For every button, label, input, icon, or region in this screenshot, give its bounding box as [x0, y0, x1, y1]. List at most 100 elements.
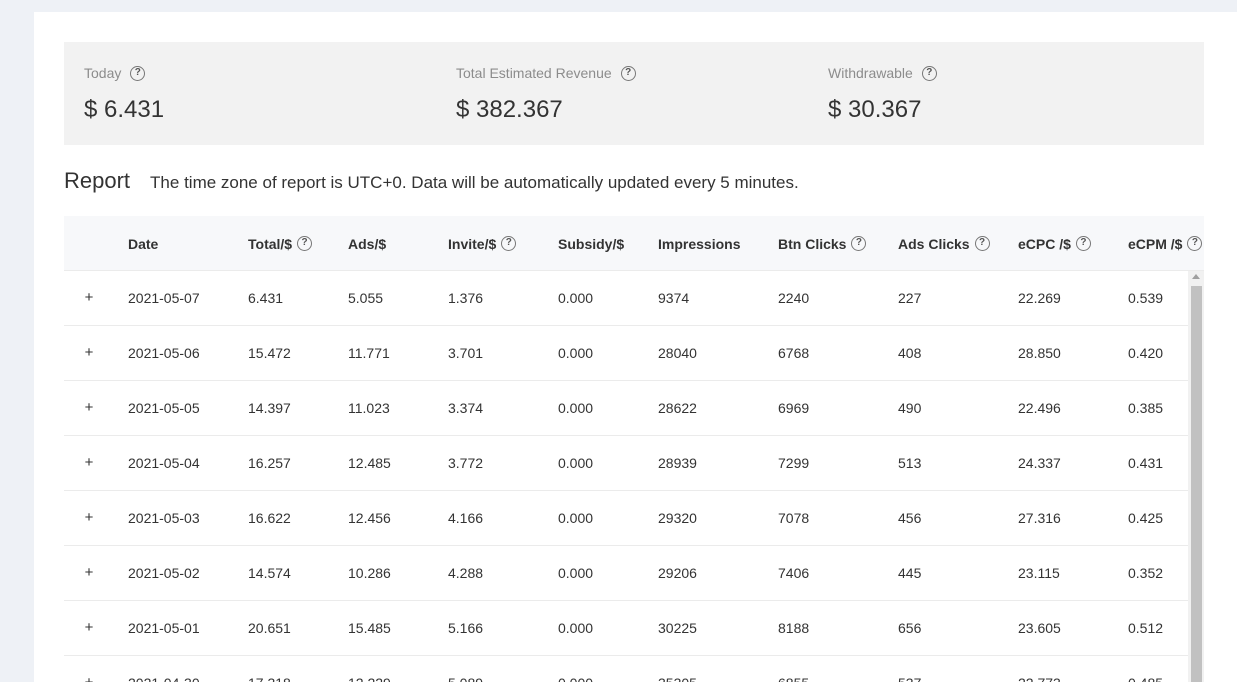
- help-icon[interactable]: ?: [501, 236, 517, 251]
- cell-impressions: 35305: [658, 656, 697, 682]
- cell-invite: 1.376: [448, 290, 484, 306]
- cell-ecpc: 23.605: [1018, 620, 1061, 636]
- cell-ecpm: 0.425: [1128, 510, 1164, 526]
- cell-date: 2021-05-06: [128, 345, 200, 361]
- column-header-impressions: Impressions: [658, 216, 740, 271]
- stat-label: Withdrawable: [828, 65, 913, 81]
- column-header-label: Invite/$: [448, 235, 497, 252]
- cell-ecpm: 0.420: [1128, 345, 1164, 361]
- cell-ecpm: 0.539: [1128, 290, 1164, 306]
- stat-value: $ 30.367: [828, 96, 922, 123]
- help-icon[interactable]: ?: [130, 65, 146, 81]
- cell-btn-clicks: 2240: [778, 290, 810, 306]
- help-icon[interactable]: ?: [1187, 236, 1203, 251]
- cell-ecpc: 28.850: [1018, 345, 1061, 361]
- help-icon[interactable]: ?: [1075, 236, 1091, 251]
- table-row[interactable]: +2021-05-06 15.472 11.771 3.701 0.000 28040 67…: [64, 326, 1188, 381]
- cell-subsidy: 0.000: [558, 656, 593, 682]
- expand-row-plus-icon[interactable]: +: [84, 619, 94, 636]
- cell-date: 2021-05-05: [128, 400, 200, 416]
- column-header-label: Ads/$: [348, 235, 387, 252]
- cell-btn-clicks: 8188: [778, 620, 810, 636]
- cell-subsidy: 0.000: [558, 510, 594, 526]
- stat-withdrawable: Withdrawable ? $ 30.367: [828, 64, 937, 124]
- cell-btn-clicks: 7078: [778, 510, 810, 526]
- column-header-btn-clicks: Btn Clicks?: [778, 216, 867, 271]
- cell-total: 16.622: [248, 510, 291, 526]
- cell-ads-clicks: 490: [898, 400, 922, 416]
- help-icon[interactable]: ?: [620, 65, 636, 81]
- table-row[interactable]: +2021-05-03 16.622 12.456 4.166 0.000 29320 70…: [64, 491, 1188, 546]
- cell-subsidy: 0.000: [558, 400, 594, 416]
- cell-date: 2021-05-07: [128, 290, 200, 306]
- help-icon[interactable]: ?: [851, 236, 867, 251]
- expand-row-plus-icon[interactable]: +: [84, 509, 94, 526]
- expand-row-plus-icon[interactable]: +: [84, 344, 94, 361]
- help-icon[interactable]: ?: [921, 65, 937, 81]
- cell-ads: 12.456: [348, 510, 391, 526]
- cell-invite: 3.374: [448, 400, 484, 416]
- table-row[interactable]: +2021-05-02 14.574 10.286 4.288 0.000 29206 74…: [64, 546, 1188, 601]
- cell-invite: 5.089: [448, 656, 483, 682]
- cell-impressions: 29206: [658, 565, 697, 581]
- column-header-total: Total/$?: [248, 216, 313, 271]
- cell-btn-clicks: 6768: [778, 345, 810, 361]
- cell-invite: 4.166: [448, 510, 484, 526]
- cell-total: 17.318: [248, 656, 291, 682]
- column-header-label: eCPM /$: [1128, 235, 1183, 252]
- cell-ecpc: 22.496: [1018, 400, 1061, 416]
- expand-row-plus-icon[interactable]: +: [84, 454, 94, 471]
- cell-ads-clicks: 408: [898, 345, 922, 361]
- report-title: Report: [64, 168, 131, 193]
- cell-btn-clicks: 6969: [778, 400, 810, 416]
- cell-ads: 10.286: [348, 565, 391, 581]
- column-header-invite: Invite/$?: [448, 216, 517, 271]
- cell-ads-clicks: 513: [898, 455, 922, 471]
- cell-impressions: 28040: [658, 345, 697, 361]
- stat-label: Today: [84, 65, 122, 81]
- cell-impressions: 29320: [658, 510, 697, 526]
- table-body[interactable]: +2021-05-07 6.431 5.055 1.376 0.000 9374 2240 2…: [64, 271, 1188, 682]
- table-row[interactable]: +2021-05-01 20.651 15.485 5.166 0.000 30225 81…: [64, 601, 1188, 656]
- cell-ecpc: 23.115: [1018, 565, 1060, 581]
- stat-value: $ 382.367: [456, 96, 563, 123]
- cell-ads: 11.771: [348, 345, 390, 361]
- scroll-thumb[interactable]: [1191, 286, 1202, 682]
- cell-total: 14.574: [248, 565, 291, 581]
- vertical-scrollbar[interactable]: [1188, 271, 1204, 682]
- cell-impressions: 28622: [658, 400, 697, 416]
- cell-subsidy: 0.000: [558, 620, 594, 636]
- cell-ecpc: 27.316: [1018, 510, 1061, 526]
- table-row[interactable]: +2021-05-07 6.431 5.055 1.376 0.000 9374 2240 2…: [64, 271, 1188, 326]
- expand-row-plus-icon[interactable]: +: [84, 564, 94, 581]
- report-note: The time zone of report is UTC+0. Data w…: [150, 173, 799, 192]
- cell-ecpm: 0.512: [1128, 620, 1164, 636]
- cell-subsidy: 0.000: [558, 290, 594, 306]
- cell-date: 2021-05-03: [128, 510, 200, 526]
- cell-date: 2021-05-01: [128, 620, 200, 636]
- cell-invite: 4.288: [448, 565, 484, 581]
- table-row[interactable]: +2021-04-30 17.318 12.229 5.089 0.000 35305 68…: [64, 656, 1188, 682]
- column-header-label: eCPC /$: [1018, 235, 1071, 252]
- column-header-label: Ads Clicks: [898, 235, 970, 252]
- cell-total: 15.472: [248, 345, 291, 361]
- expand-row-plus-icon[interactable]: +: [82, 675, 96, 682]
- cell-btn-clicks: 6855: [778, 656, 809, 682]
- table-row[interactable]: +2021-05-04 16.257 12.485 3.772 0.000 28939 72…: [64, 436, 1188, 491]
- cell-ads: 12.485: [348, 455, 391, 471]
- help-icon[interactable]: ?: [974, 236, 990, 251]
- cell-ecpm: 0.431: [1128, 455, 1164, 471]
- scroll-up-arrow-icon[interactable]: [1192, 274, 1200, 279]
- help-icon[interactable]: ?: [297, 236, 313, 251]
- column-header-ads-clicks: Ads Clicks?: [898, 216, 990, 271]
- table-row[interactable]: +2021-05-05 14.397 11.023 3.374 0.000 28622 69…: [64, 381, 1188, 436]
- column-header-label: Impressions: [658, 235, 741, 252]
- expand-row-plus-icon[interactable]: +: [84, 289, 94, 306]
- cell-btn-clicks: 7406: [778, 565, 810, 581]
- expand-row-plus-icon[interactable]: +: [84, 399, 94, 416]
- cell-date: 2021-05-02: [128, 565, 200, 581]
- table-header: Date Total/$? Ads/$ Invite/$? Subsidy/$ Impre…: [64, 216, 1204, 271]
- cell-date: 2021-04-30: [128, 656, 200, 682]
- column-header-ecpc: eCPC /$?: [1018, 216, 1091, 271]
- column-header-ecpm: eCPM /$?: [1128, 216, 1203, 271]
